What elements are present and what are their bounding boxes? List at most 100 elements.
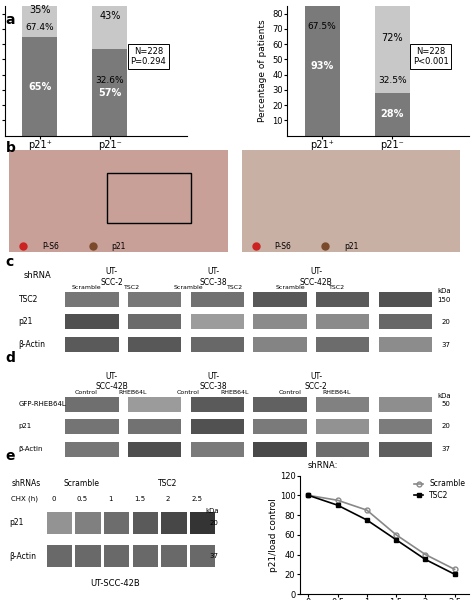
Text: p21: p21 [18,424,32,430]
FancyBboxPatch shape [128,397,181,412]
FancyBboxPatch shape [191,442,244,457]
FancyBboxPatch shape [253,397,307,412]
Text: Control: Control [177,390,200,395]
Y-axis label: p21/load control: p21/load control [269,498,278,572]
Text: 65%: 65% [28,82,51,92]
Text: 20: 20 [442,319,451,325]
Line: Scramble: Scramble [306,493,457,572]
Legend: Scramble, TSC2: Scramble, TSC2 [414,479,465,500]
Text: 37: 37 [442,342,451,348]
Text: 50: 50 [442,401,451,407]
FancyBboxPatch shape [104,512,129,533]
Text: UT-
SCC-2: UT- SCC-2 [305,372,328,391]
Bar [374,0,410,93]
FancyBboxPatch shape [191,419,244,434]
Text: 20: 20 [210,520,219,526]
Text: p21: p21 [18,317,33,326]
FancyBboxPatch shape [316,397,369,412]
Text: TSC2: TSC2 [329,286,345,290]
FancyBboxPatch shape [9,150,228,251]
Text: Scramble: Scramble [173,286,203,290]
FancyBboxPatch shape [65,419,118,434]
FancyBboxPatch shape [316,314,369,329]
Text: TSC2: TSC2 [227,286,243,290]
FancyBboxPatch shape [65,337,118,352]
Text: 67.5%: 67.5% [308,22,337,31]
Text: b: b [6,141,16,155]
Legend: p53⁻, p53⁺: p53⁻, p53⁺ [365,8,401,34]
Text: Scramble: Scramble [275,286,305,290]
Text: UT-
SCC-38: UT- SCC-38 [200,372,228,391]
Bar [92,0,128,49]
Text: CHX (h): CHX (h) [11,496,38,502]
Text: UT-
SCC-38: UT- SCC-38 [200,267,228,287]
Text: RHEB64L: RHEB64L [220,390,249,395]
Text: RHEB64L: RHEB64L [118,390,147,395]
FancyBboxPatch shape [46,545,72,567]
FancyBboxPatch shape [128,337,181,352]
Scramble [364,506,370,514]
Text: P-S6: P-S6 [274,242,291,251]
Text: 20: 20 [442,424,451,430]
FancyBboxPatch shape [191,337,244,352]
Text: shRNA: shRNA [23,271,51,280]
FancyBboxPatch shape [191,314,244,329]
TSC2 [335,502,340,509]
Text: kDa: kDa [437,288,451,294]
FancyBboxPatch shape [104,545,129,567]
Bar [92,49,128,136]
FancyBboxPatch shape [242,150,460,251]
FancyBboxPatch shape [379,397,432,412]
TSC2 [305,492,311,499]
TSC2 [422,556,428,563]
Scramble [422,551,428,558]
FancyBboxPatch shape [316,419,369,434]
Bar [374,93,410,136]
FancyBboxPatch shape [75,512,100,533]
Bar [305,0,340,136]
FancyBboxPatch shape [379,442,432,457]
Text: shRNAs: shRNAs [11,479,41,488]
Text: Scramble: Scramble [71,286,101,290]
FancyBboxPatch shape [128,292,181,307]
Text: 57%: 57% [98,88,121,98]
Text: 37: 37 [442,446,451,452]
FancyBboxPatch shape [133,512,158,533]
Text: N=228
P<0.001: N=228 P<0.001 [413,47,448,66]
FancyBboxPatch shape [190,545,216,567]
Text: 93%: 93% [310,61,334,71]
FancyBboxPatch shape [65,397,118,412]
Text: TSC2: TSC2 [18,295,38,304]
Scramble [335,497,340,504]
Text: c: c [6,255,14,269]
Text: 1: 1 [109,496,113,502]
Text: kDa: kDa [205,508,219,514]
Text: P-S6: P-S6 [42,242,59,251]
Text: p21: p21 [344,242,358,251]
Text: GFP-RHEB64L: GFP-RHEB64L [18,401,66,407]
TSC2 [452,571,457,578]
Text: 32.5%: 32.5% [378,76,407,85]
Text: UT-
SCC-2: UT- SCC-2 [100,267,123,287]
Text: 43%: 43% [99,11,120,21]
Text: 2: 2 [166,496,170,502]
Text: p21: p21 [9,518,24,527]
FancyBboxPatch shape [65,314,118,329]
Text: 67.4%: 67.4% [26,23,54,32]
Text: Scramble: Scramble [64,479,100,488]
Text: 1.5: 1.5 [134,496,145,502]
Text: 72%: 72% [382,33,403,43]
Scramble [452,566,457,573]
Text: UT-
SCC-42B: UT- SCC-42B [300,267,332,287]
Text: RHEB64L: RHEB64L [323,390,351,395]
Text: TSC2: TSC2 [158,479,178,488]
Y-axis label: Percentage of patients: Percentage of patients [258,20,267,122]
FancyBboxPatch shape [191,397,244,412]
Text: UT-SCC-42B: UT-SCC-42B [90,579,140,588]
Text: shRNA:: shRNA: [308,461,338,470]
Bar [22,0,57,37]
FancyBboxPatch shape [128,419,181,434]
FancyBboxPatch shape [253,314,307,329]
Text: a: a [6,13,15,27]
Text: N=228
P=0.294: N=228 P=0.294 [130,47,166,66]
